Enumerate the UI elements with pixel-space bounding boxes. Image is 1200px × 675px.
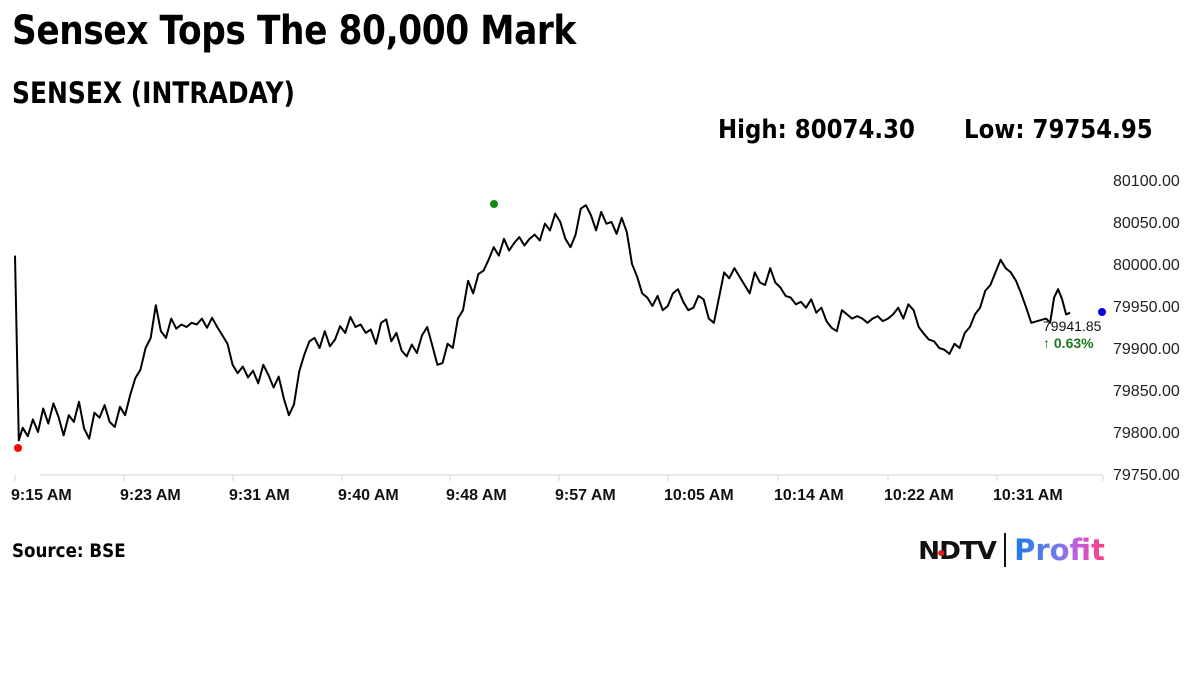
y-tick-label: 79800.00: [1113, 425, 1180, 442]
y-tick-label: 79750.00: [1113, 467, 1180, 484]
x-tick-label: 9:48 AM: [446, 487, 507, 504]
ndtv-wordmark: NDTV: [918, 535, 997, 565]
intraday-high: High: 80074.30: [718, 115, 915, 145]
x-tick-label: 10:31 AM: [993, 487, 1063, 504]
y-axis: 80100.00 80050.00 80000.00 79950.00 79900.00…: [1113, 173, 1180, 484]
line-chart: 80100.00 80050.00 80000.00 79950.00 79900.00…: [11, 173, 1180, 504]
chart-subtitle: SENSEX (INTRADAY): [12, 76, 295, 110]
y-tick-label: 80100.00: [1113, 173, 1180, 190]
profit-wordmark: Profit: [1014, 533, 1105, 567]
y-tick-label: 79900.00: [1113, 341, 1180, 358]
last-value-label: 79941.85: [1043, 318, 1102, 334]
x-tick-label: 10:05 AM: [664, 487, 734, 504]
intraday-low: Low: 79754.95: [964, 115, 1153, 145]
ndtv-profit-logo: NDTV Profit: [918, 530, 1105, 570]
change-percent-label: ↑ 0.63%: [1043, 335, 1094, 351]
low-marker: [14, 444, 22, 452]
price-line: [14, 204, 1071, 442]
x-axis: 9:15 AM 9:23 AM 9:31 AM 9:40 AM 9:48 AM 9:57 …: [11, 475, 1104, 504]
last-marker: [1098, 308, 1106, 316]
x-tick-label: 9:57 AM: [555, 487, 616, 504]
x-tick-label: 9:15 AM: [11, 487, 72, 504]
x-tick-label: 9:23 AM: [120, 487, 181, 504]
x-tick-label: 9:40 AM: [338, 487, 399, 504]
y-tick-label: 80050.00: [1113, 215, 1180, 232]
logo-divider: [1004, 533, 1007, 567]
y-tick-label: 79950.00: [1113, 299, 1180, 316]
high-marker: [490, 200, 498, 208]
x-tick-label: 10:14 AM: [774, 487, 844, 504]
source-note: Source: BSE: [12, 540, 126, 562]
y-tick-label: 80000.00: [1113, 257, 1180, 274]
y-tick-label: 79850.00: [1113, 383, 1180, 400]
headline: Sensex Tops The 80,000 Mark: [12, 8, 576, 54]
x-tick-label: 9:31 AM: [229, 487, 290, 504]
logo-dot-icon: [938, 549, 945, 556]
x-tick-label: 10:22 AM: [884, 487, 954, 504]
